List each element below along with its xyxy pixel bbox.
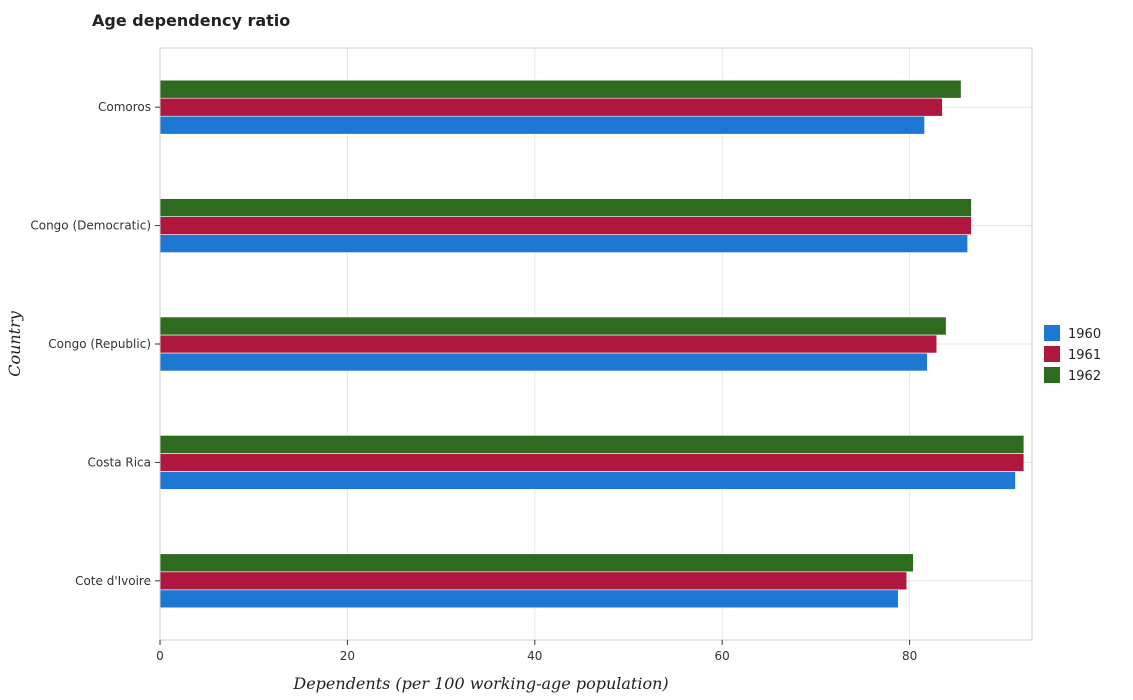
bar-1960-2: [159, 352, 928, 372]
legend-swatch-1961: [1044, 346, 1060, 362]
x-tick-label: 40: [527, 649, 542, 663]
y-tick-label: Comoros: [98, 100, 151, 114]
bar-1960-0: [159, 115, 925, 135]
x-tick-label: 20: [340, 649, 355, 663]
legend-label-1961: 1961: [1068, 348, 1101, 363]
x-ticks: 0 20 40 60 80: [156, 640, 917, 663]
x-tick-label: 80: [902, 649, 917, 663]
bar-1962-2: [159, 316, 947, 336]
y-tick-label: Costa Rica: [88, 455, 151, 469]
bar-1960-4: [159, 589, 899, 609]
bar-1961-3: [159, 453, 1025, 472]
bar-1960-3: [159, 471, 1016, 490]
y-axis-label: Country: [5, 310, 24, 377]
legend: 1960 1961 1962: [1044, 325, 1101, 384]
x-tick-label: 0: [156, 649, 164, 663]
legend-swatch-1962: [1044, 367, 1060, 383]
legend-label-1962: 1962: [1068, 369, 1101, 384]
legend-swatch-1960: [1044, 325, 1060, 341]
bar-1962-0: [159, 79, 962, 99]
bar-1961-1: [159, 216, 972, 235]
bar-1962-1: [159, 198, 972, 217]
legend-label-1960: 1960: [1068, 327, 1101, 342]
bars: [159, 79, 1025, 609]
y-tick-label: Congo (Democratic): [30, 219, 151, 233]
x-tick-label: 60: [715, 649, 730, 663]
bar-1961-0: [159, 97, 943, 117]
bar-1960-1: [159, 234, 968, 253]
chart-title: Age dependency ratio: [92, 11, 290, 30]
bar-1961-2: [159, 334, 938, 354]
bar-1962-4: [159, 553, 914, 573]
y-ticks: Comoros Congo (Democratic) Congo (Republic…: [30, 100, 160, 588]
y-tick-label: Cote d'Ivoire: [75, 574, 151, 588]
bar-1962-3: [159, 435, 1025, 454]
bar-1961-4: [159, 571, 908, 591]
x-axis-label: Dependents (per 100 working-age populati…: [292, 674, 668, 693]
y-tick-label: Congo (Republic): [48, 337, 151, 351]
